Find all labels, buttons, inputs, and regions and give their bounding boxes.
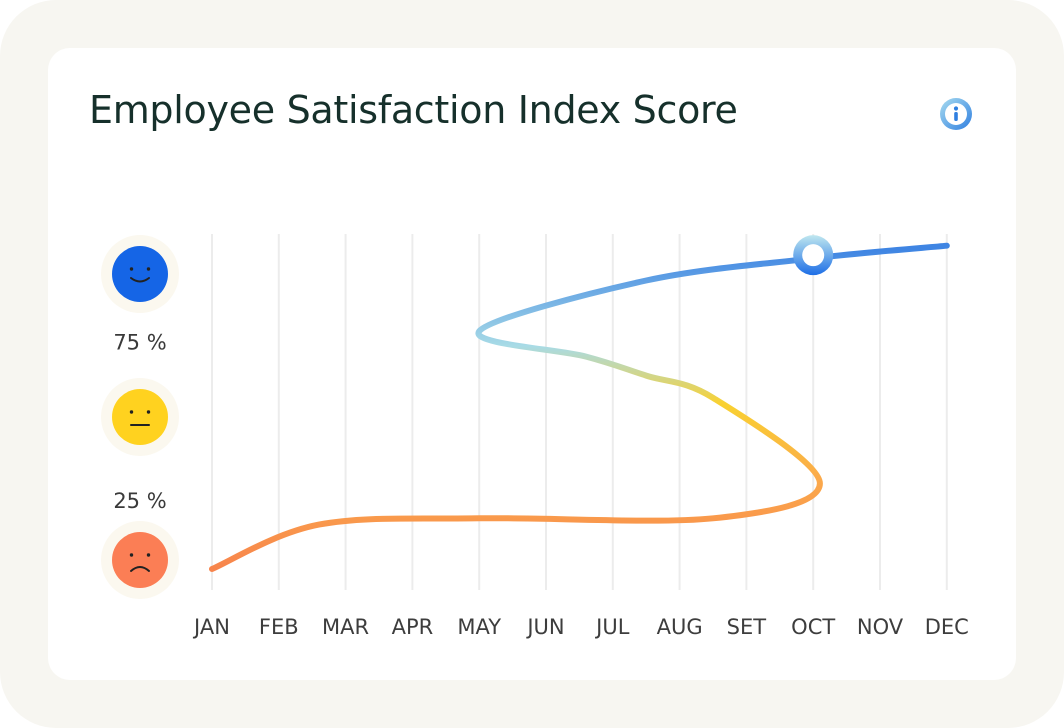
x-tick-jan: JAN [192,615,230,639]
satisfaction-line [209,242,950,572]
y-tick-25: 25 % [113,489,166,513]
neutral-face-icon [101,378,179,456]
happy-face-icon [101,235,179,313]
x-tick-jun: JUN [525,615,564,639]
chart-card [48,48,1016,680]
sad-face-icon [101,521,179,599]
x-tick-jul: JUL [594,615,630,639]
x-tick-set: SET [727,615,767,639]
info-circle-icon [940,98,972,130]
y-tick-75: 75 % [113,330,166,354]
x-tick-dec: DEC [925,615,969,639]
x-tick-nov: NOV [857,615,904,639]
x-tick-feb: FEB [259,615,299,639]
x-tick-mar: MAR [322,615,369,639]
x-tick-may: MAY [457,615,501,639]
info-button[interactable] [936,96,976,136]
highlight-marker[interactable] [793,235,834,276]
x-tick-oct: OCT [791,615,835,639]
chart-title: Employee Satisfaction Index Score [89,88,738,132]
x-tick-aug: AUG [657,615,703,639]
x-tick-apr: APR [392,615,434,639]
